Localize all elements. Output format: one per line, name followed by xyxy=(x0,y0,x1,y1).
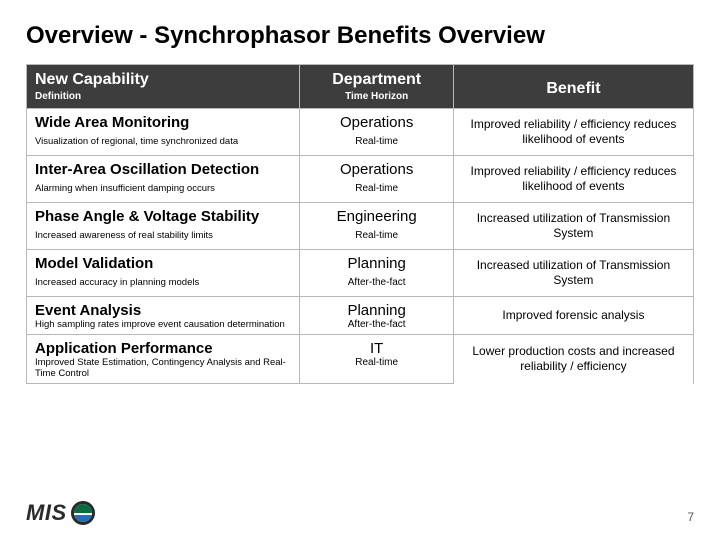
th-capability-sub: Definition xyxy=(27,91,300,109)
page-number: 7 xyxy=(687,510,694,524)
timehorizon-cell: Real-time xyxy=(300,136,453,155)
department-cell: Planning xyxy=(300,297,453,320)
th-department-sub: Time Horizon xyxy=(300,91,453,109)
benefit-cell: Improved reliability / efficiency reduce… xyxy=(453,156,693,203)
department-cell: Operations xyxy=(300,156,453,184)
capability-cell: Phase Angle & Voltage Stability xyxy=(27,203,300,231)
slide: Overview - Synchrophasor Benefits Overvi… xyxy=(0,0,720,540)
department-cell: IT xyxy=(300,335,453,358)
department-cell: Planning xyxy=(300,250,453,278)
definition-cell: Alarming when insufficient damping occur… xyxy=(27,183,300,202)
definition-cell: Visualization of regional, time synchron… xyxy=(27,136,300,155)
table-row: Event AnalysisPlanningImproved forensic … xyxy=(27,297,694,320)
timehorizon-cell: Real-time xyxy=(300,357,453,384)
capability-cell: Wide Area Monitoring xyxy=(27,109,300,137)
footer-logo: MIS xyxy=(26,500,95,526)
department-cell: Engineering xyxy=(300,203,453,231)
table-row: Phase Angle & Voltage StabilityEngineeri… xyxy=(27,203,694,231)
definition-cell: Increased accuracy in planning models xyxy=(27,277,300,296)
definition-cell: High sampling rates improve event causat… xyxy=(27,319,300,335)
table-row: Wide Area MonitoringOperationsImproved r… xyxy=(27,109,694,137)
table-row: Model ValidationPlanningIncreased utiliz… xyxy=(27,250,694,278)
capability-cell: Event Analysis xyxy=(27,297,300,320)
capability-cell: Application Performance xyxy=(27,335,300,358)
table-header: New Capability Department Benefit Defini… xyxy=(27,65,694,109)
timehorizon-cell: Real-time xyxy=(300,183,453,202)
benefits-table: New Capability Department Benefit Defini… xyxy=(26,64,694,384)
table-row: Inter-Area Oscillation DetectionOperatio… xyxy=(27,156,694,184)
th-capability: New Capability xyxy=(27,65,300,92)
logo-text: MIS xyxy=(26,500,67,526)
capability-cell: Model Validation xyxy=(27,250,300,278)
timehorizon-cell: Real-time xyxy=(300,230,453,249)
definition-cell: Improved State Estimation, Contingency A… xyxy=(27,357,300,384)
benefit-cell: Lower production costs and increased rel… xyxy=(453,335,693,384)
capability-cell: Inter-Area Oscillation Detection xyxy=(27,156,300,184)
definition-cell: Increased awareness of real stability li… xyxy=(27,230,300,249)
department-cell: Operations xyxy=(300,109,453,137)
benefit-cell: Improved reliability / efficiency reduce… xyxy=(453,109,693,156)
th-benefit: Benefit xyxy=(453,65,693,109)
logo-mark-icon xyxy=(71,501,95,525)
benefit-cell: Improved forensic analysis xyxy=(453,297,693,335)
timehorizon-cell: After-the-fact xyxy=(300,277,453,296)
benefit-cell: Increased utilization of Transmission Sy… xyxy=(453,250,693,297)
table-row: Application PerformanceITLower productio… xyxy=(27,335,694,358)
table-body: Wide Area MonitoringOperationsImproved r… xyxy=(27,109,694,384)
timehorizon-cell: After-the-fact xyxy=(300,319,453,335)
benefit-cell: Increased utilization of Transmission Sy… xyxy=(453,203,693,250)
th-department: Department xyxy=(300,65,453,92)
slide-title: Overview - Synchrophasor Benefits Overvi… xyxy=(26,22,694,50)
